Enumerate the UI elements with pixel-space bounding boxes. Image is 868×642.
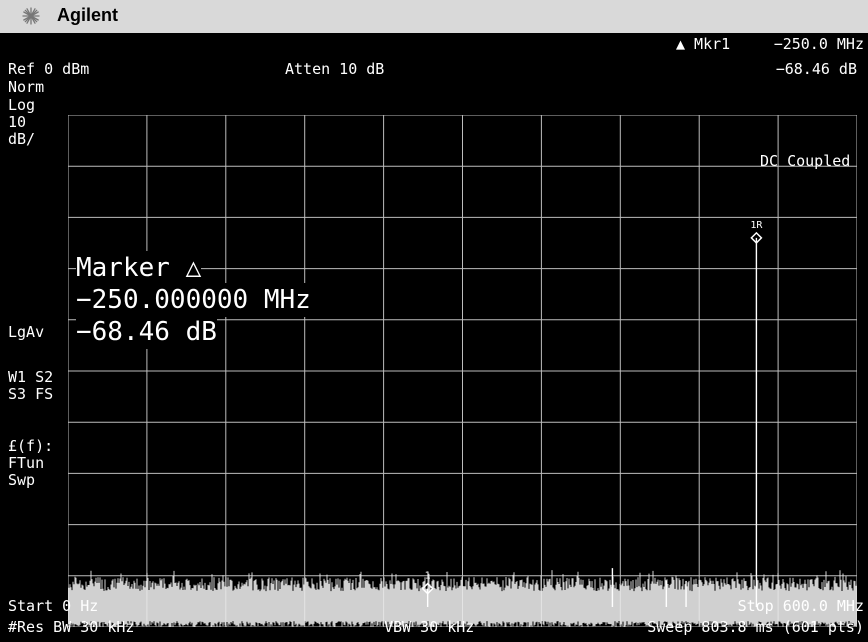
scale-type: Log: [8, 96, 36, 114]
marker-label: 1: [425, 571, 431, 582]
brand-name: Agilent: [57, 5, 118, 25]
coupling-status: DC Coupled: [760, 152, 851, 170]
marker-label: 1R: [750, 220, 763, 231]
average-mode: LgAv: [8, 323, 45, 341]
start-frequency: Start 0 Hz: [8, 597, 99, 615]
function-status-1: £(f):: [8, 437, 54, 455]
marker-label: ▲ Mkr1: [676, 35, 731, 53]
marker-amplitude: −68.46 dB: [775, 60, 857, 78]
detector-mode: Norm: [8, 78, 45, 96]
marker-diamond-icon: [750, 231, 763, 244]
marker-readout-amplitude: −68.46 dB: [76, 315, 217, 349]
title-bar: Agilent: [0, 0, 868, 33]
scale-unit: dB/: [8, 130, 36, 148]
noise-floor-trace: [68, 570, 857, 627]
reference-level: Ref 0 dBm: [8, 60, 90, 78]
spectrum-plot: 1 1R: [68, 115, 857, 627]
trace-status-1: W1 S2: [8, 368, 54, 386]
sweep-time: Sweep 803.8 ms (601 pts): [647, 618, 864, 636]
function-status-2: FTun: [8, 454, 45, 472]
marker-readout-title: Marker △: [76, 251, 202, 285]
agilent-spark-icon: [22, 7, 40, 25]
resolution-bandwidth: #Res BW 30 kHz: [8, 618, 135, 636]
marker-frequency: −250.0 MHz: [773, 35, 864, 53]
function-status-3: Swp: [8, 471, 36, 489]
scale-value: 10: [8, 113, 27, 131]
attenuation: Atten 10 dB: [285, 60, 385, 78]
stop-frequency: Stop 600.0 MHz: [737, 597, 864, 615]
video-bandwidth: VBW 30 kHz: [384, 618, 475, 636]
trace-status-2: S3 FS: [8, 385, 54, 403]
analyzer-display: ▲ Mkr1 −250.0 MHz Ref 0 dBm Atten 10 dB …: [0, 33, 868, 642]
marker-diamond-icon: [421, 582, 434, 595]
marker-readout-frequency: −250.000000 MHz: [76, 283, 311, 317]
